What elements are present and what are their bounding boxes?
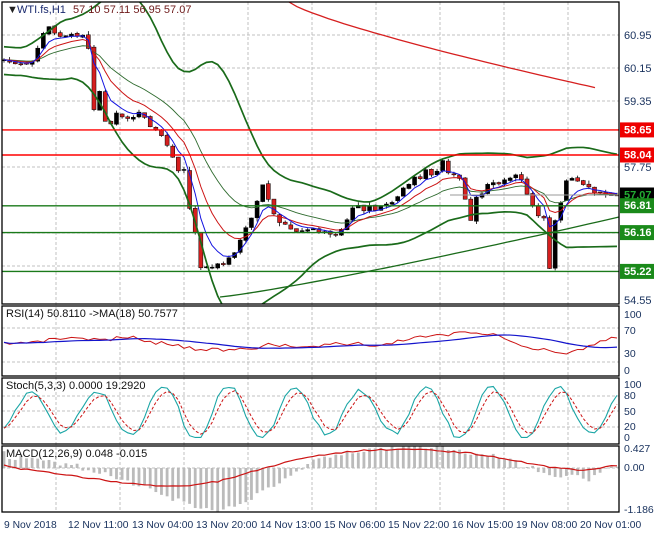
svg-text:100: 100 — [624, 309, 642, 321]
svg-text:55.22: 55.22 — [624, 266, 652, 278]
svg-text:57.75: 57.75 — [624, 162, 652, 174]
svg-text:56.81: 56.81 — [624, 200, 652, 212]
svg-text:58.04: 58.04 — [624, 150, 652, 162]
svg-text:0.00: 0.00 — [624, 462, 645, 474]
svg-text:-1.186: -1.186 — [624, 504, 654, 516]
svg-text:50: 50 — [624, 406, 636, 418]
svg-text:20 Nov 01:00: 20 Nov 01:00 — [580, 520, 642, 531]
svg-text:RSI(14) 50.8110 ->MA(18) 50.7: RSI(14) 50.8110 ->MA(18) 50.7577 — [6, 308, 178, 320]
svg-text:80: 80 — [624, 390, 636, 402]
svg-text:15 Nov 22:00: 15 Nov 22:00 — [388, 520, 450, 531]
svg-text:56.16: 56.16 — [624, 227, 652, 239]
svg-text:58.65: 58.65 — [624, 124, 652, 136]
svg-text:30: 30 — [624, 348, 636, 360]
svg-text:15 Nov 06:00: 15 Nov 06:00 — [324, 520, 386, 531]
svg-text:19 Nov 08:00: 19 Nov 08:00 — [516, 520, 578, 531]
svg-text:57.10 57.11 56.95 57.07: 57.10 57.11 56.95 57.07 — [73, 4, 191, 16]
svg-text:16 Nov 15:00: 16 Nov 15:00 — [452, 520, 514, 531]
svg-text:MACD(12,26,9) 0.048 -0.015: MACD(12,26,9) 0.048 -0.015 — [6, 448, 147, 460]
svg-text:Stoch(5,3,3) 0.0000 19.2920: Stoch(5,3,3) 0.0000 19.2920 — [6, 380, 145, 392]
svg-text:54.55: 54.55 — [624, 295, 652, 307]
svg-text:60.15: 60.15 — [624, 63, 652, 75]
svg-text:70: 70 — [624, 325, 636, 337]
svg-text:12 Nov 11:00: 12 Nov 11:00 — [68, 520, 129, 531]
svg-text:WTI.fs,H1: WTI.fs,H1 — [17, 4, 66, 16]
svg-text:0.427: 0.427 — [624, 443, 650, 455]
svg-text:60.95: 60.95 — [624, 30, 652, 42]
svg-text:0: 0 — [624, 365, 630, 377]
svg-text:59.35: 59.35 — [624, 96, 652, 108]
svg-text:13 Nov 04:00: 13 Nov 04:00 — [132, 520, 194, 531]
svg-text:14 Nov 13:00: 14 Nov 13:00 — [260, 520, 322, 531]
svg-text:13 Nov 20:00: 13 Nov 20:00 — [196, 520, 258, 531]
svg-text:9 Nov 2018: 9 Nov 2018 — [4, 520, 57, 531]
